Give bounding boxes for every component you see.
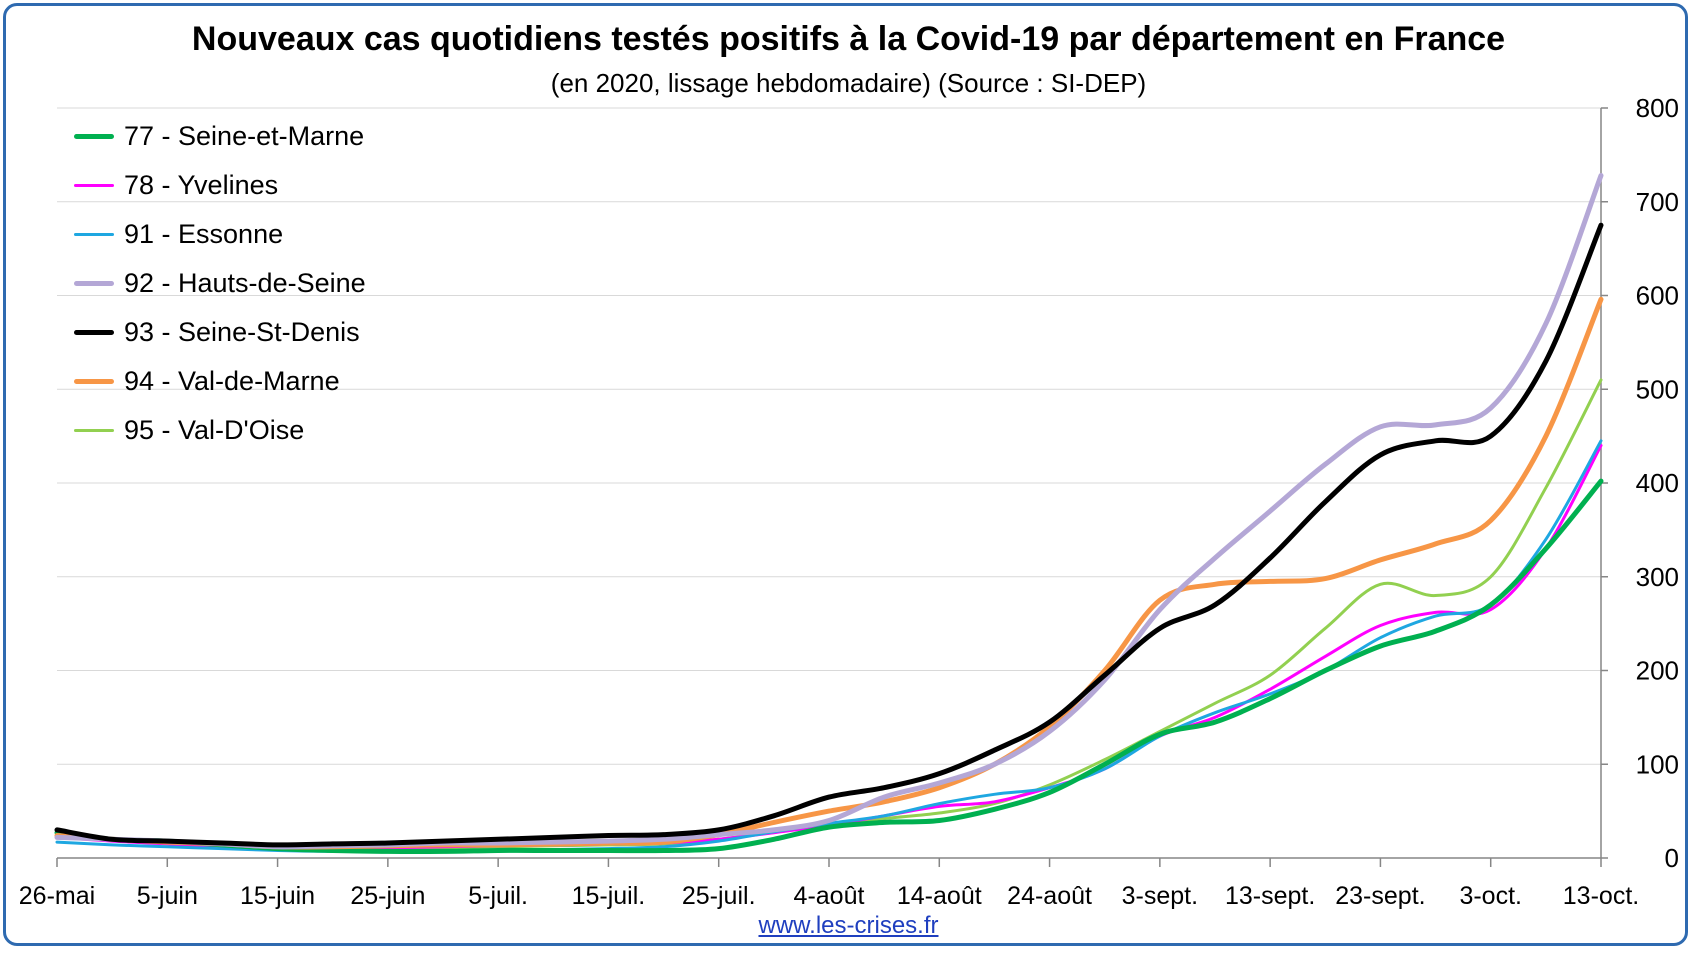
series-line-91-essonne: [55, 439, 1603, 853]
chart-title: Nouveaux cas quotidiens testés positifs …: [191, 20, 1506, 58]
legend-label: 93 - Seine-St-Denis: [124, 317, 360, 347]
x-tick-label: 24-août: [1007, 882, 1092, 910]
x-tick-label: 5-juil.: [468, 882, 528, 910]
y-tick-label: 500: [1636, 374, 1679, 404]
y-tick-label: 200: [1636, 656, 1679, 686]
x-tick-label: 13-sept.: [1225, 882, 1315, 910]
chart-subtitle: (en 2020, lissage hebdomadaire) (Source …: [550, 68, 1147, 98]
legend-swatch: [74, 233, 114, 236]
x-tick-label: 25-juil.: [682, 882, 756, 910]
legend-item: 92 - Hauts-de-Seine: [74, 259, 366, 308]
legend-label: 78 - Yvelines: [124, 170, 279, 200]
legend-swatch: [74, 134, 114, 139]
legend-label: 94 - Val-de-Marne: [124, 366, 340, 396]
series-line-78-yvelines: [55, 444, 1603, 851]
chart-legend: 77 - Seine-et-Marne 78 - Yvelines 91 - Ess…: [74, 112, 366, 455]
y-tick-label: 700: [1636, 187, 1679, 217]
x-tick-label: 26-mai: [19, 882, 95, 910]
legend-label: 77 - Seine-et-Marne: [124, 121, 365, 151]
x-tick-label: 13-oct.: [1563, 882, 1639, 910]
y-tick-label: 0: [1665, 843, 1679, 873]
x-tick-label: 23-sept.: [1335, 882, 1425, 910]
source-link[interactable]: www.les-crises.fr: [758, 912, 939, 939]
x-tick-label: 15-juil.: [572, 882, 646, 910]
x-tick-label: 3-oct.: [1459, 882, 1522, 910]
x-tick-label: 3-sept.: [1122, 882, 1198, 910]
legend-label: 92 - Hauts-de-Seine: [124, 268, 366, 298]
x-tick-label: 5-juin: [137, 882, 198, 910]
legend-swatch: [74, 330, 114, 335]
legend-swatch: [74, 429, 114, 432]
series-line-77-seine-et-marne: [54, 478, 1604, 855]
y-tick-label: 800: [1636, 93, 1679, 123]
y-tick-label: 600: [1636, 281, 1679, 311]
legend-swatch: [74, 281, 114, 286]
legend-item: 94 - Val-de-Marne: [74, 357, 366, 406]
x-tick-label: 14-août: [897, 882, 982, 910]
legend-item: 78 - Yvelines: [74, 161, 366, 210]
chart-frame: [3, 3, 1688, 946]
y-tick-label: 300: [1636, 562, 1679, 592]
legend-item: 91 - Essonne: [74, 210, 366, 259]
legend-swatch: [74, 184, 114, 187]
x-tick-label: 4-août: [794, 882, 865, 910]
legend-item: 77 - Seine-et-Marne: [74, 112, 366, 161]
legend-item: 93 - Seine-St-Denis: [74, 308, 366, 357]
legend-swatch: [74, 379, 114, 384]
legend-label: 91 - Essonne: [124, 219, 284, 249]
series-line-93-seine-st-denis: [54, 222, 1604, 848]
legend-item: 95 - Val-D'Oise: [74, 406, 366, 455]
x-tick-label: 15-juin: [240, 882, 315, 910]
y-tick-label: 400: [1636, 468, 1679, 498]
legend-label: 95 - Val-D'Oise: [124, 415, 305, 445]
x-tick-label: 25-juin: [350, 882, 425, 910]
y-tick-label: 100: [1636, 749, 1679, 779]
